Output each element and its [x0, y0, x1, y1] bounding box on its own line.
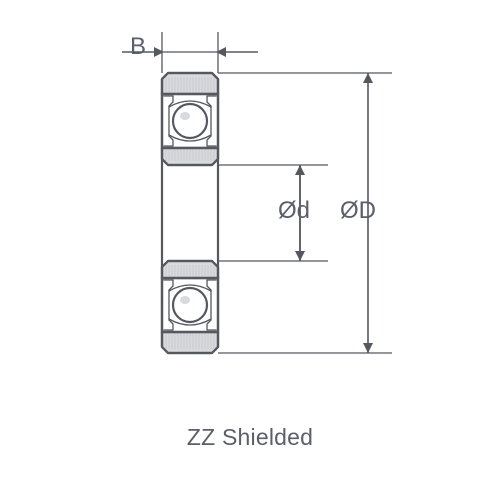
dimension-d-label: Ød	[278, 197, 310, 225]
dimension-D-label: ØD	[340, 197, 376, 225]
dimension-d	[218, 165, 328, 261]
diagram-stage: B Ød ØD ZZ Shielded	[0, 0, 500, 500]
caption-text: ZZ Shielded	[0, 424, 500, 451]
dimension-b-label: B	[130, 33, 146, 61]
